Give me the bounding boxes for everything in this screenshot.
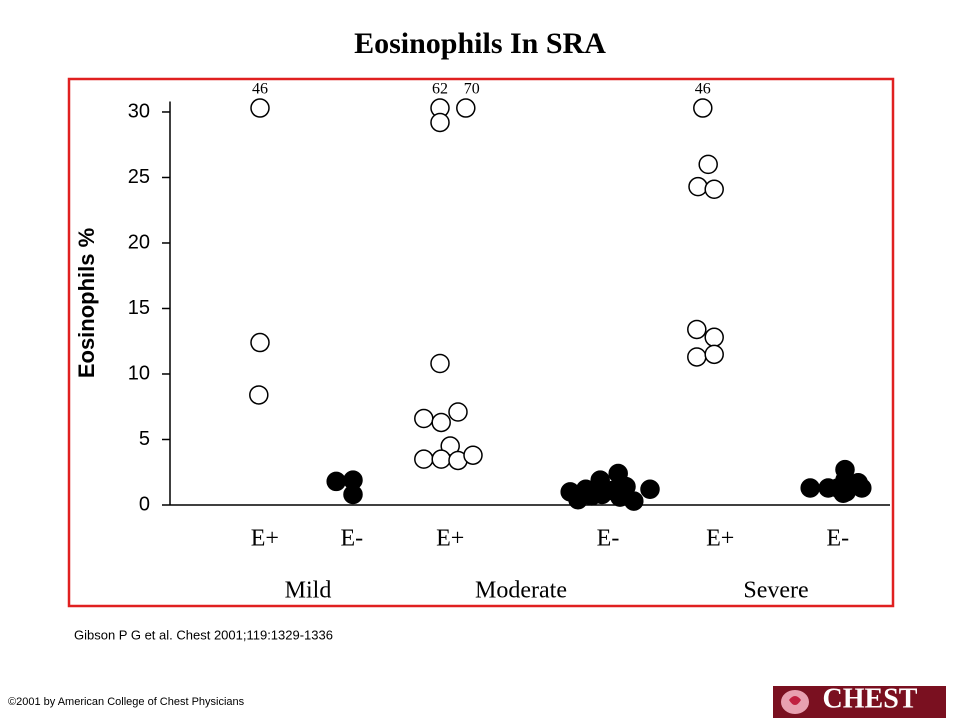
chart-title: Eosinophils In SRA	[354, 27, 606, 60]
point	[704, 327, 724, 348]
y-tick-label: 25	[128, 166, 150, 188]
y-tick-label: 0	[139, 493, 150, 515]
y-tick-label: 10	[128, 362, 150, 384]
point	[250, 98, 270, 118]
point	[688, 176, 708, 197]
point	[414, 408, 434, 429]
point	[800, 478, 820, 498]
point	[430, 353, 450, 374]
logo-heart	[789, 696, 801, 705]
point	[431, 449, 451, 469]
group-label: Severe	[743, 578, 808, 604]
y-tick-label: 30	[128, 100, 150, 122]
x-tick-label: E+	[251, 526, 279, 552]
point	[698, 154, 718, 175]
y-tick-label: 15	[128, 297, 150, 319]
point	[848, 472, 868, 493]
point	[448, 402, 468, 422]
point	[687, 347, 707, 367]
point	[249, 385, 269, 405]
annotation: 62	[432, 80, 448, 97]
y-axis-label: Eosinophils %	[74, 228, 99, 378]
point	[582, 486, 602, 506]
copyright: ©2001 by American College of Chest Physi…	[8, 696, 245, 708]
point	[693, 98, 713, 118]
y-tick-label: 5	[139, 428, 150, 450]
point	[704, 344, 724, 365]
point	[431, 412, 451, 433]
y-tick-label: 20	[128, 231, 150, 253]
point	[456, 98, 476, 118]
annotation: 46	[252, 80, 268, 97]
annotation: 46	[695, 80, 711, 97]
logo-text: CHEST	[823, 683, 918, 714]
x-tick-label: E-	[597, 526, 620, 552]
x-tick-label: E+	[706, 526, 734, 552]
point	[687, 319, 707, 340]
point	[343, 484, 363, 505]
citation: Gibson P G et al. Chest 2001;119:1329-13…	[74, 627, 333, 642]
x-tick-label: E-	[826, 526, 849, 552]
x-tick-label: E-	[340, 526, 363, 552]
point	[326, 471, 346, 492]
point	[704, 179, 724, 200]
point	[250, 332, 270, 353]
x-tick-label: E+	[436, 526, 464, 552]
point	[463, 445, 483, 465]
annotation: 70	[464, 80, 480, 97]
point	[430, 112, 450, 133]
point	[414, 449, 434, 469]
point	[640, 479, 660, 500]
group-label: Moderate	[475, 578, 567, 604]
point	[833, 483, 853, 503]
group-label: Mild	[285, 578, 332, 604]
frame	[67, 77, 895, 608]
point	[624, 491, 644, 511]
